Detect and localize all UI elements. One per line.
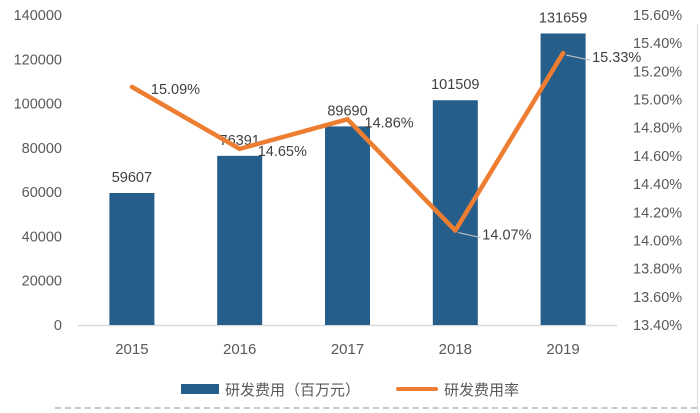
x-axis-label: 2019 (546, 341, 579, 358)
x-axis-label: 2016 (223, 341, 256, 358)
legend-item-bar-series: 研发费用（百万元） (180, 379, 360, 400)
legend-line-label: 研发费用率 (444, 381, 520, 399)
line-value-label: 14.86% (365, 115, 414, 131)
bar-value-label: 131659 (539, 10, 587, 26)
right-axis-tick: 14.00% (633, 233, 682, 249)
x-axis-label: 2017 (331, 341, 364, 358)
line-value-label: 15.09% (151, 82, 200, 98)
right-axis-tick: 14.60% (633, 149, 682, 165)
left-axis-tick: 40000 (22, 229, 62, 245)
chart-legend: 研发费用（百万元） 研发费用率 (0, 378, 700, 400)
right-axis-tick: 15.00% (633, 93, 682, 109)
bar-value-label: 59607 (112, 170, 152, 186)
bar-value-label: 89690 (327, 103, 367, 119)
right-axis-tick: 14.40% (633, 177, 682, 193)
x-axis-label: 2015 (115, 341, 148, 358)
right-axis-tick: 15.20% (633, 64, 682, 80)
bar-2016 (217, 155, 263, 325)
right-axis-tick: 13.40% (633, 318, 682, 334)
right-divider-line (697, 24, 698, 413)
left-axis-tick: 20000 (22, 274, 62, 290)
left-axis-tick: 80000 (22, 141, 62, 157)
right-axis-tick: 14.80% (633, 121, 682, 137)
data-label-leader-line (565, 54, 591, 61)
line-value-label: 15.33% (592, 50, 641, 66)
left-axis-tick: 0 (54, 318, 62, 334)
x-axis-label: 2018 (439, 341, 472, 358)
left-axis-tick: 140000 (14, 8, 62, 24)
left-axis-tick: 60000 (22, 185, 62, 201)
left-axis-tick: 120000 (14, 52, 62, 68)
right-axis-tick: 15.40% (633, 36, 682, 52)
right-axis-tick: 15.60% (633, 8, 682, 24)
line-series-swatch-icon (396, 387, 438, 391)
bar-series-swatch-icon (180, 384, 219, 394)
line-value-label: 14.65% (258, 144, 307, 160)
bar-2015 (109, 193, 155, 325)
right-axis-tick: 13.60% (633, 290, 682, 306)
line-series (129, 50, 566, 233)
legend-item-line-series: 研发费用率 (396, 379, 519, 400)
left-axis-tick: 100000 (14, 97, 62, 113)
right-axis-tick: 13.80% (633, 262, 682, 278)
right-axis-tick: 14.20% (633, 205, 682, 221)
line-value-label: 14.07% (482, 228, 531, 244)
legend-bar-label: 研发费用（百万元） (224, 381, 360, 399)
bottom-divider-line (55, 407, 697, 409)
bar-value-label: 101509 (431, 77, 479, 93)
data-label-leader-line (458, 232, 481, 239)
bar-2017 (325, 126, 370, 325)
